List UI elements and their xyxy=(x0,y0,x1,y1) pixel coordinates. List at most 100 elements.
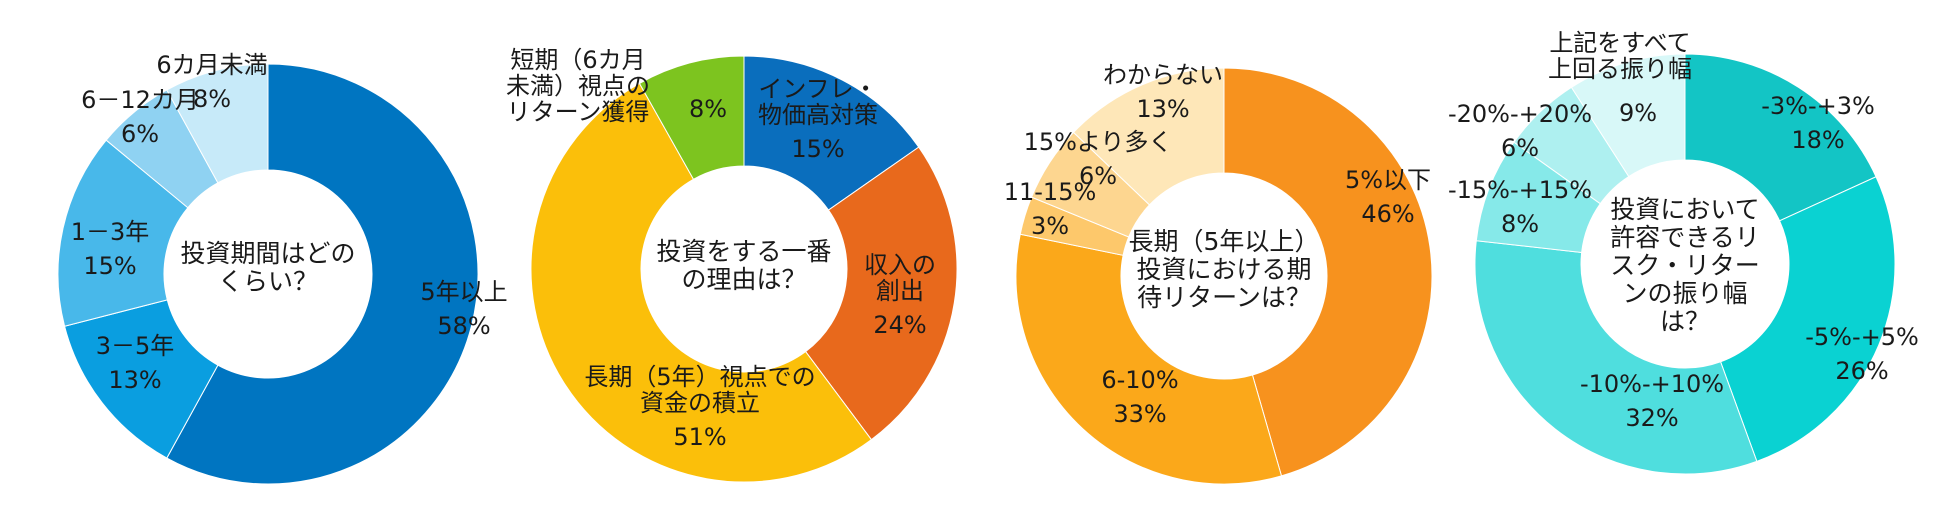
donut-4-slice-4-value: 8% xyxy=(1501,210,1539,238)
donut-1-slice-2 xyxy=(63,299,219,459)
donut-1-slice-5-label-line: 6カ月未満 xyxy=(156,51,267,79)
donut-4-slice-4-label: -15%-+15% xyxy=(1448,176,1592,204)
donut-2-slice-4-label-line: 未満）視点の xyxy=(506,72,650,100)
donut-3-slice-3-label-line: 11-15% xyxy=(1004,178,1097,206)
donut-chart-2: インフレ・物価高対策 15% 収入の創出 24% 長期（5年）視点での資金の積立 51% 短… xyxy=(506,46,958,483)
donut-2-slice-3-label-line: 資金の積立 xyxy=(640,389,760,417)
donut-4-slice-3-label: -10%-+10% xyxy=(1580,370,1724,398)
donut-4-slice-5-label-line: -20%-+20% xyxy=(1448,100,1592,128)
donut-4-center-title-line: ンの振り幅 xyxy=(1622,279,1747,308)
donut-chart-4: -3%-+3% 18% -5%-+5% 26% -10%-+10% 32% -15%-+15… xyxy=(1448,29,1919,475)
donut-chart-3: 5%以下 46% 6-10% 33% 11-15% 3% 15%より多く 6% わからない 13%… xyxy=(1004,61,1433,485)
donut-4-center-title-line: 投資において xyxy=(1610,195,1759,224)
donut-4-slice-6-label-line: 上回る振り幅 xyxy=(1548,55,1692,83)
donut-3-slice-3-value: 3% xyxy=(1031,212,1069,240)
donut-4-slice-2-label-line: -5%-+5% xyxy=(1805,323,1919,351)
donut-3-slice-3-label: 11-15% xyxy=(1004,178,1097,206)
donut-2-slice-1-label: インフレ・物価高対策 xyxy=(758,75,878,129)
donut-4-slice-5-label: -20%-+20% xyxy=(1448,100,1592,128)
donut-2-center-title-line: 投資をする一番 xyxy=(656,237,831,266)
donut-4-slice-2 xyxy=(1719,176,1896,462)
donut-4-slice-4-label-line: -15%-+15% xyxy=(1448,176,1592,204)
donut-4-center-title-line: 許容できるリ xyxy=(1610,223,1760,252)
donut-3-slice-1-label-line: 5%以下 xyxy=(1345,166,1431,194)
donut-1-slice-5 xyxy=(166,63,269,184)
donut-1-slice-3-label-line: 1－3年 xyxy=(71,218,150,246)
donut-3-center-title-line: 投資における期 xyxy=(1136,255,1311,284)
donut-3-slice-4-label: 15%より多く xyxy=(1024,128,1173,156)
donut-2-slice-2-label-line: 収入の xyxy=(864,251,936,279)
donut-1-slice-1-value: 58% xyxy=(437,312,490,340)
donut-1-slice-4-value: 6% xyxy=(121,120,159,148)
donut-2-slice-1-label-line: インフレ・ xyxy=(758,75,877,103)
donut-1-center-title-line: 投資期間はどの xyxy=(180,239,355,268)
donut-1-slice-3-value: 15% xyxy=(83,252,136,280)
donut-4-slice-1-label-line: -3%-+3% xyxy=(1761,92,1875,120)
donut-3-center-title: 長期（5年以上）投資における期待リターンは？ xyxy=(1129,227,1320,312)
donut-4-slice-3-value: 32% xyxy=(1625,404,1678,432)
donut-4-slice-3 xyxy=(1474,240,1758,475)
donut-3-slice-1-value: 46% xyxy=(1361,200,1414,228)
donut-2-slice-2 xyxy=(804,146,958,441)
donut-4-slice-6 xyxy=(1570,53,1686,178)
donut-1-slice-2-value: 13% xyxy=(108,366,161,394)
donut-3-slice-5 xyxy=(1072,67,1225,206)
donut-1-slice-3 xyxy=(57,139,189,327)
donut-4-slice-6-label-line: 上記をすべて xyxy=(1549,29,1690,57)
donut-3-slice-2-label-line: 6-10% xyxy=(1101,366,1178,394)
donut-2-slice-2-label: 収入の創出 xyxy=(864,251,936,305)
donut-3-slice-2 xyxy=(1015,233,1283,485)
donut-2-slice-3 xyxy=(530,82,873,483)
donut-1-slice-1-label-line: 5年以上 xyxy=(420,278,507,306)
donut-1-slice-2-label: 3－5年 xyxy=(96,332,175,360)
donut-3-center-title-line: 長期（5年以上） xyxy=(1129,227,1320,256)
donut-2-slice-2-value: 24% xyxy=(873,311,926,339)
donut-3-slice-4-label-line: 15%より多く xyxy=(1024,128,1173,156)
donut-4-slice-2-value: 26% xyxy=(1835,357,1888,385)
donut-2-slice-1 xyxy=(743,55,920,211)
donut-2-slice-4-label-line: 短期（6カ月 xyxy=(510,46,645,74)
donut-2-slice-4 xyxy=(638,55,745,180)
donut-2-slice-4-label: 短期（6カ月未満）視点のリターン獲得 xyxy=(506,46,650,126)
donut-1-slice-1-label: 5年以上 xyxy=(420,278,507,306)
donut-1-slice-4-label-line: 6－12カ月 xyxy=(81,86,199,114)
donut-3-slice-2-value: 33% xyxy=(1113,400,1166,428)
donut-2-slice-1-value: 15% xyxy=(791,135,844,163)
donut-2-slice-1-label-line: 物価高対策 xyxy=(758,101,878,129)
donut-2-center-title-line: の理由は？ xyxy=(681,265,806,294)
donut-1-center-title: 投資期間はどのくらい？ xyxy=(180,239,355,296)
donut-2-center-title: 投資をする一番の理由は？ xyxy=(656,237,831,294)
donut-1-slice-1 xyxy=(166,63,479,485)
donut-3-slice-1-label: 5%以下 xyxy=(1345,166,1431,194)
donut-2-slice-3-label-line: 長期（5年）視点での xyxy=(584,363,815,391)
donut-4-slice-2-label: -5%-+5% xyxy=(1805,323,1919,351)
donut-4-center-title-line: スク・リター xyxy=(1610,251,1760,280)
donut-3-center-title-line: 待リターンは？ xyxy=(1137,283,1311,312)
donut-4-center-title: 投資において許容できるリスク・リターンの振り幅は？ xyxy=(1610,195,1760,336)
donut-4-slice-1-value: 18% xyxy=(1791,126,1844,154)
donut-4-slice-5-value: 6% xyxy=(1501,134,1539,162)
donut-1-slice-4-label: 6－12カ月 xyxy=(81,86,199,114)
donut-2-slice-3-value: 51% xyxy=(673,423,726,451)
donut-3-slice-2-label: 6-10% xyxy=(1101,366,1178,394)
donut-1-slice-5-label: 6カ月未満 xyxy=(156,51,267,79)
donut-4-slice-6-label: 上記をすべて上回る振り幅 xyxy=(1548,29,1692,83)
donut-2-slice-2-label-line: 創出 xyxy=(876,277,924,305)
donut-3-slice-5-label: わからない xyxy=(1103,61,1223,89)
donut-3-slice-4-value: 6% xyxy=(1079,162,1117,190)
donut-1-slice-5-value: 8% xyxy=(193,85,231,113)
donut-4-slice-1-label: -3%-+3% xyxy=(1761,92,1875,120)
donut-4-center-title-line: は？ xyxy=(1660,307,1710,336)
donut-1-slice-2-label-line: 3－5年 xyxy=(96,332,175,360)
donut-3-slice-5-value: 13% xyxy=(1136,95,1189,123)
donut-4-slice-1 xyxy=(1684,53,1877,222)
donut-1-slice-3-label: 1－3年 xyxy=(71,218,150,246)
donut-1-center-title-line: くらい？ xyxy=(218,267,318,296)
donut-2-slice-4-value: 8% xyxy=(689,95,727,123)
donut-3-slice-5-label-line: わからない xyxy=(1103,61,1223,89)
donut-chart-1: 5年以上 58% 3－5年 13% 1－3年 15% 6－12カ月 6% 6カ月未満 8% 投資期間… xyxy=(57,51,508,485)
donut-3-slice-1 xyxy=(1223,67,1433,477)
donut-2-slice-3-label: 長期（5年）視点での資金の積立 xyxy=(584,363,815,417)
